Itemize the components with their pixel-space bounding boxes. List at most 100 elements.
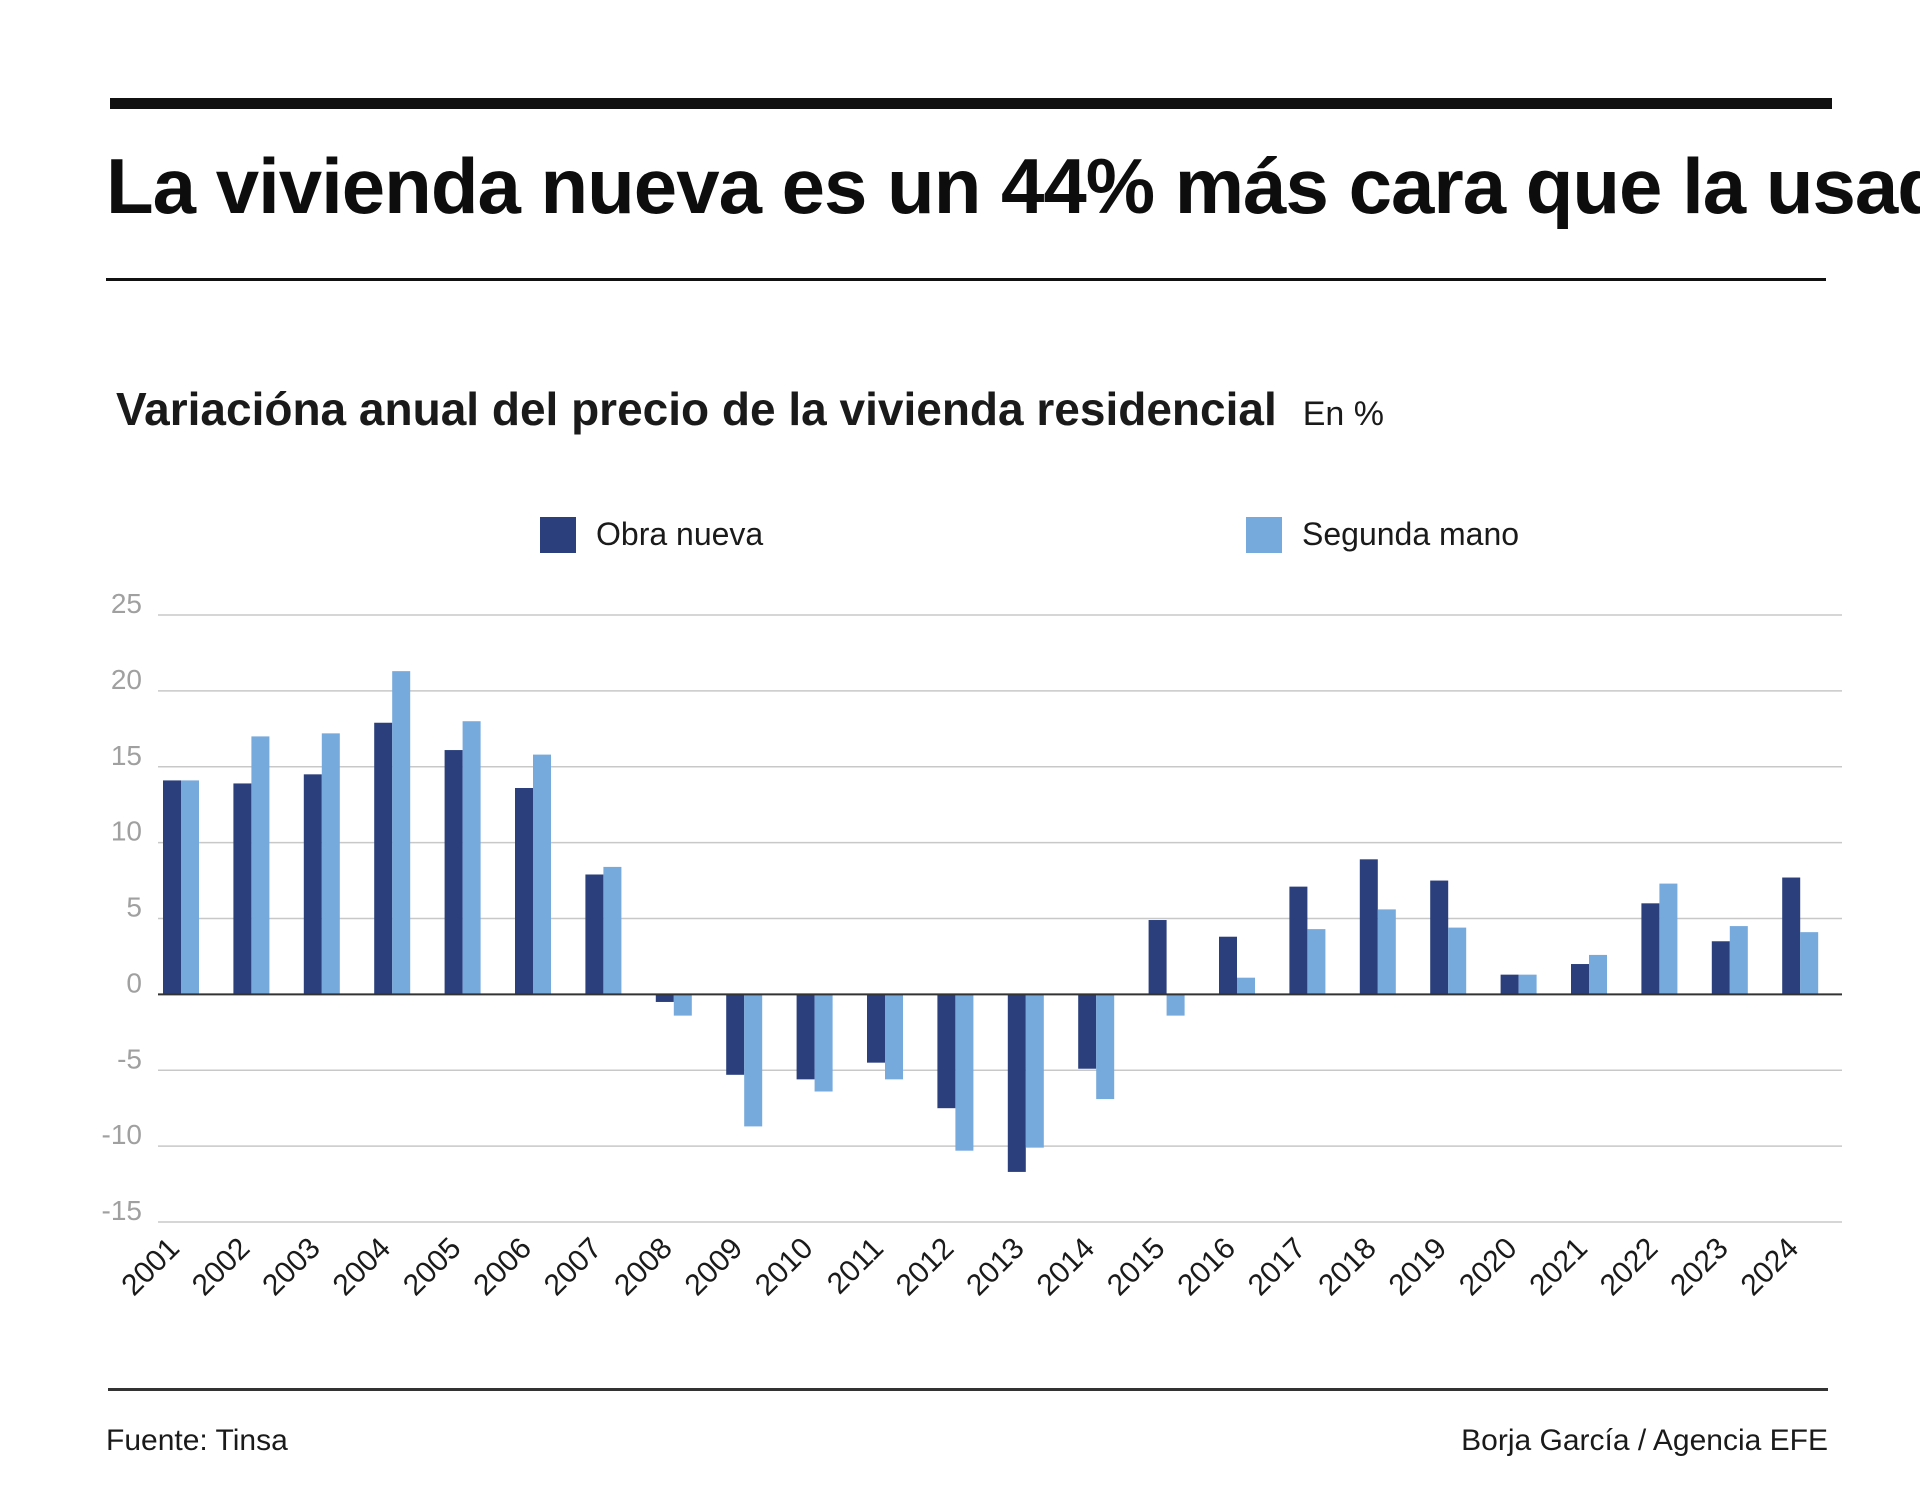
bar-segunda-mano bbox=[1518, 974, 1537, 995]
y-tick-label: 25 bbox=[111, 588, 142, 619]
gridlines bbox=[158, 614, 1842, 1223]
x-tick-label: 2001 bbox=[115, 1232, 186, 1303]
bar-segunda-mano bbox=[1800, 932, 1819, 995]
bar-obra-nueva bbox=[796, 994, 815, 1080]
x-tick-label: 2012 bbox=[890, 1232, 961, 1303]
chart-title: Variacióna anual del precio de la vivien… bbox=[116, 383, 1277, 435]
x-tick-label: 2009 bbox=[679, 1232, 750, 1303]
bar-segunda-mano bbox=[462, 721, 481, 995]
bar-obra-nueva bbox=[1711, 941, 1730, 995]
bar-segunda-mano bbox=[1659, 883, 1678, 995]
bar-obra-nueva bbox=[867, 994, 885, 1063]
x-tick-label: 2020 bbox=[1453, 1232, 1524, 1303]
bar-obra-nueva bbox=[1500, 974, 1519, 995]
bar-segunda-mano bbox=[814, 994, 833, 1092]
bar-segunda-mano bbox=[533, 754, 551, 995]
x-tick-label: 2018 bbox=[1312, 1232, 1383, 1303]
bar-obra-nueva bbox=[1359, 859, 1378, 995]
footer-divider bbox=[108, 1388, 1828, 1391]
y-tick-label: 10 bbox=[111, 816, 142, 847]
y-tick-label: 20 bbox=[111, 664, 142, 695]
bar-obra-nueva bbox=[163, 780, 181, 995]
bar-segunda-mano bbox=[673, 994, 692, 1016]
bar-segunda-mano bbox=[392, 671, 411, 995]
bar-segunda-mano bbox=[955, 994, 974, 1151]
x-tick-label: 2008 bbox=[608, 1232, 679, 1303]
bar-obra-nueva bbox=[585, 874, 604, 995]
legend-label-segunda-mano: Segunda mano bbox=[1302, 516, 1520, 552]
bar-obra-nueva bbox=[1430, 880, 1449, 995]
bar-segunda-mano bbox=[1377, 909, 1396, 995]
bar-obra-nueva bbox=[1782, 877, 1801, 995]
bar-obra-nueva bbox=[937, 994, 956, 1109]
source-note: Fuente: Tinsa bbox=[106, 1424, 288, 1457]
x-tick-label: 2017 bbox=[1242, 1232, 1313, 1303]
bar-obra-nueva bbox=[726, 994, 745, 1075]
y-tick-label: -5 bbox=[117, 1043, 142, 1074]
bar-obra-nueva bbox=[1641, 903, 1660, 995]
bar-obra-nueva bbox=[374, 722, 393, 995]
x-tick-label: 2014 bbox=[1031, 1232, 1102, 1303]
headline-divider bbox=[106, 278, 1826, 281]
y-tick-label: 5 bbox=[126, 892, 142, 923]
bar-segunda-mano bbox=[744, 994, 763, 1127]
headline: La vivienda nueva es un 44% más cara que… bbox=[106, 142, 1920, 230]
x-tick-label: 2022 bbox=[1594, 1232, 1665, 1303]
bar-segunda-mano bbox=[1589, 954, 1607, 995]
bar-obra-nueva bbox=[303, 774, 322, 995]
legend-item-obra-nueva: Obra nueva bbox=[540, 516, 763, 553]
chart-units: En % bbox=[1302, 395, 1385, 433]
x-tick-label: 2002 bbox=[186, 1232, 257, 1303]
legend: Obra nueva Segunda mano bbox=[0, 516, 1920, 556]
y-tick-label: 15 bbox=[111, 740, 142, 771]
bar-obra-nueva bbox=[1289, 886, 1308, 995]
bar-obra-nueva bbox=[1148, 920, 1167, 995]
bar-segunda-mano bbox=[1025, 994, 1044, 1148]
x-tick-label: 2011 bbox=[821, 1232, 890, 1301]
legend-label-obra-nueva: Obra nueva bbox=[596, 516, 764, 552]
x-tick-label: 2024 bbox=[1735, 1232, 1806, 1303]
bar-obra-nueva bbox=[1219, 936, 1237, 995]
bar-segunda-mano bbox=[885, 994, 903, 1080]
bar-segunda-mano bbox=[321, 733, 340, 995]
bar-obra-nueva bbox=[515, 787, 533, 995]
x-axis-ticks: 2001 2002 2003 2004 2005 2006 2007 2008 2009 2010… bbox=[115, 1232, 1805, 1303]
bar-segunda-mano bbox=[251, 736, 270, 995]
bar-segunda-mano bbox=[1729, 926, 1748, 995]
bar-segunda-mano bbox=[1096, 994, 1115, 1100]
y-tick-label: -10 bbox=[102, 1119, 142, 1150]
x-tick-label: 2005 bbox=[397, 1232, 468, 1303]
chart-title-row: Variacióna anual del precio de la vivien… bbox=[116, 382, 1384, 436]
x-tick-label: 2010 bbox=[749, 1232, 820, 1303]
credit-note: Borja García / Agencia EFE bbox=[1461, 1424, 1828, 1457]
y-tick-label: -15 bbox=[102, 1195, 142, 1226]
x-tick-label: 2015 bbox=[1101, 1232, 1172, 1303]
legend-item-segunda-mano: Segunda mano bbox=[1246, 516, 1519, 553]
bar-obra-nueva bbox=[1571, 964, 1589, 995]
x-tick-label: 2013 bbox=[960, 1232, 1031, 1303]
bar-segunda-mano bbox=[181, 780, 199, 995]
x-tick-label: 2016 bbox=[1171, 1232, 1242, 1303]
bar-obra-nueva bbox=[655, 994, 674, 1002]
bar-segunda-mano bbox=[1448, 927, 1467, 995]
x-tick-label: 2021 bbox=[1523, 1232, 1594, 1303]
top-rule bbox=[110, 98, 1832, 109]
x-tick-label: 2003 bbox=[256, 1232, 327, 1303]
bars bbox=[163, 671, 1819, 1172]
bar-segunda-mano bbox=[1166, 994, 1185, 1016]
bar-segunda-mano bbox=[1307, 929, 1326, 995]
bar-segunda-mano bbox=[603, 866, 622, 995]
bar-obra-nueva bbox=[233, 783, 252, 995]
y-axis-ticks: 25 20 15 10 5 0 -5 -10 -15 bbox=[102, 588, 142, 1226]
x-tick-label: 2023 bbox=[1664, 1232, 1735, 1303]
y-tick-label: 0 bbox=[126, 967, 142, 998]
x-tick-label: 2006 bbox=[467, 1232, 538, 1303]
bar-obra-nueva bbox=[1078, 994, 1097, 1069]
bar-obra-nueva bbox=[1007, 994, 1026, 1172]
x-tick-label: 2007 bbox=[538, 1232, 609, 1303]
bar-obra-nueva bbox=[444, 750, 463, 995]
x-tick-label: 2019 bbox=[1383, 1232, 1454, 1303]
x-tick-label: 2004 bbox=[327, 1232, 398, 1303]
legend-swatch-segunda-mano bbox=[1246, 516, 1282, 553]
